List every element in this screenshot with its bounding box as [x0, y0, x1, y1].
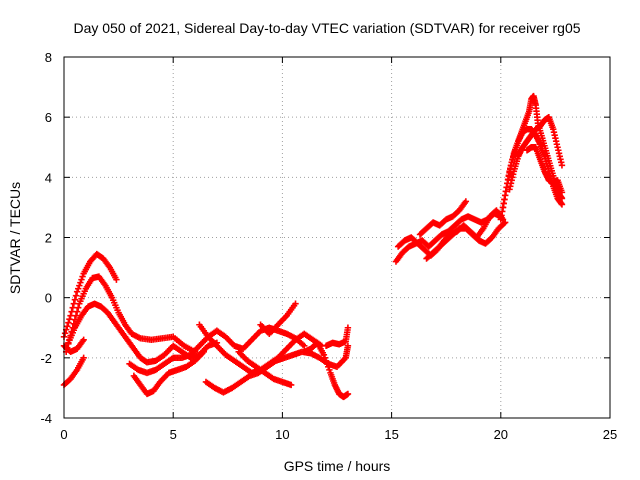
y-tick-label: 4	[45, 170, 52, 185]
series-arc-17	[416, 198, 470, 238]
data-point	[72, 292, 80, 299]
y-tick-label: 0	[45, 291, 52, 306]
x-tick-label: 20	[494, 427, 508, 442]
data-point	[301, 342, 308, 349]
data-point	[558, 201, 566, 208]
series-arc-6	[130, 348, 207, 398]
y-tick-label: 8	[45, 50, 52, 65]
x-tick-label: 5	[170, 427, 177, 442]
data-point	[73, 288, 81, 295]
series-arc-20	[506, 113, 566, 193]
data-point	[558, 195, 566, 202]
data-point	[66, 316, 73, 323]
y-axis-label: SDTVAR / TECUs	[7, 182, 23, 294]
series-arc-5	[60, 336, 87, 356]
series-arc-10	[235, 348, 295, 389]
data-point	[70, 300, 78, 307]
data-point	[326, 366, 333, 374]
x-tick-label: 0	[60, 427, 67, 442]
data-point	[71, 296, 79, 303]
series-arc-12	[301, 339, 352, 401]
series-arc-2	[62, 273, 199, 356]
data-point	[320, 351, 328, 359]
data-point	[73, 308, 81, 315]
series-arc-1	[60, 250, 120, 340]
plot-frame	[63, 56, 611, 419]
data-point	[344, 390, 352, 398]
data-point	[64, 323, 71, 330]
series-arc-13	[322, 324, 352, 349]
y-tick-label: 2	[45, 231, 52, 246]
data-point	[72, 312, 80, 319]
data-point	[287, 381, 295, 389]
y-tick-label: 6	[45, 110, 52, 125]
x-tick-label: 15	[384, 427, 398, 442]
x-tick-label: 25	[603, 427, 617, 442]
data-point	[325, 363, 332, 371]
data-point	[61, 330, 69, 337]
data-point	[76, 282, 83, 289]
data-point	[79, 273, 86, 280]
data-point	[323, 360, 331, 368]
data-point	[292, 300, 299, 307]
data-point	[80, 336, 87, 343]
data-point	[462, 198, 470, 205]
data-point	[501, 219, 509, 226]
data-layer	[60, 92, 566, 401]
data-point	[113, 276, 120, 283]
x-tick-label: 10	[275, 427, 289, 442]
series-arc-21	[523, 144, 566, 196]
data-point	[322, 357, 330, 365]
data-point	[69, 304, 76, 311]
data-point	[65, 319, 72, 326]
y-tick-label: -4	[40, 411, 52, 426]
series-arc-11	[257, 300, 299, 337]
series-arc-7	[126, 324, 308, 377]
chart-title: Day 050 of 2021, Sidereal Day-to-day VTE…	[73, 20, 580, 36]
data-point	[558, 189, 566, 196]
series-arc-16	[423, 219, 509, 262]
data-point	[80, 354, 87, 362]
data-point	[321, 354, 329, 362]
data-point	[67, 312, 74, 319]
y-tick-label: -2	[40, 351, 52, 366]
grid-layer	[64, 57, 610, 418]
data-point	[344, 342, 352, 349]
data-point	[200, 348, 207, 356]
series-arc-4	[60, 354, 87, 389]
tick-label-layer: 0 5 10 15 20 25 -4 -2 0 2 4 6 8	[40, 50, 617, 442]
data-point	[78, 276, 85, 283]
data-point	[77, 279, 84, 286]
data-point	[74, 285, 82, 292]
data-point	[68, 308, 75, 315]
x-axis-label: GPS time / hours	[284, 458, 391, 474]
data-point	[344, 324, 352, 331]
data-point	[74, 304, 82, 311]
data-point	[500, 220, 508, 227]
data-point	[558, 162, 566, 169]
